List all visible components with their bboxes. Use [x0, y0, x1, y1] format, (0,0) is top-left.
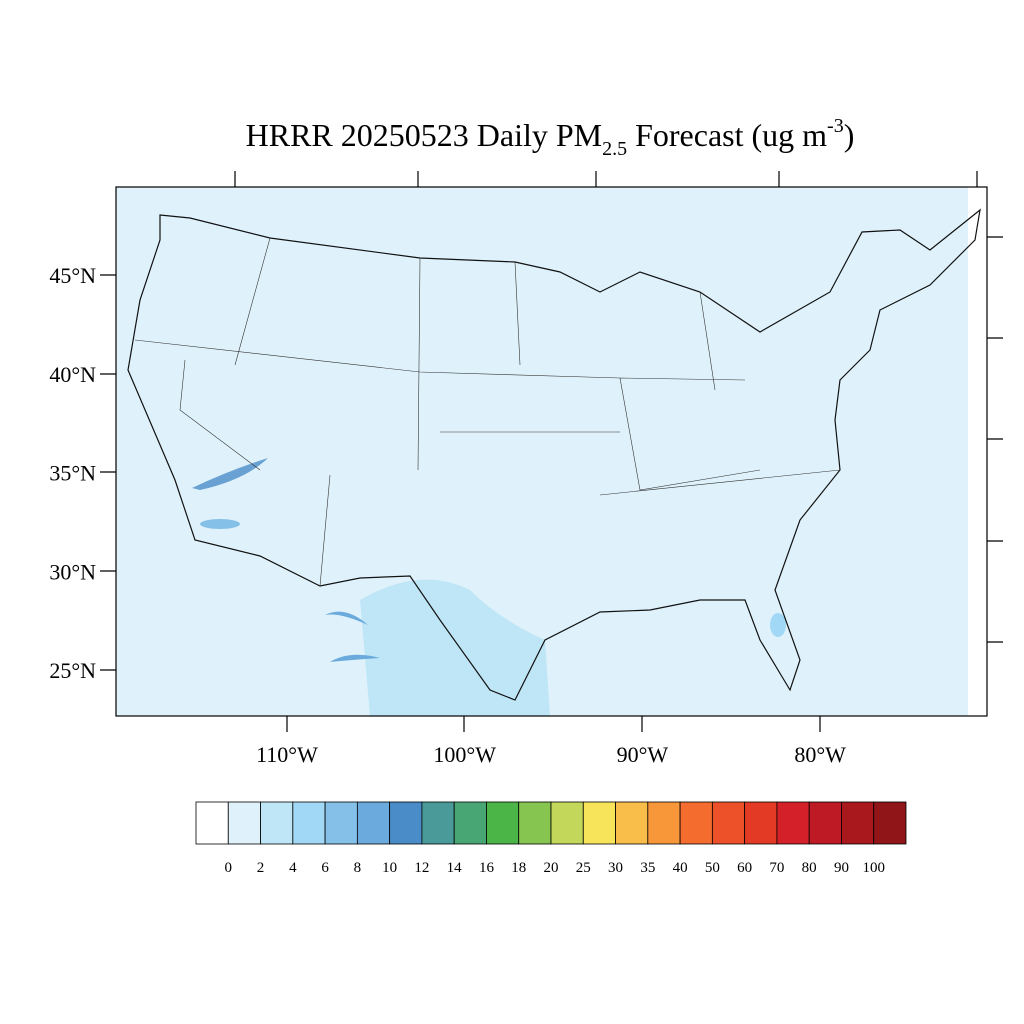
title-mid: Forecast (ug m — [627, 117, 827, 153]
colorbar-box — [453, 801, 487, 845]
colorbar-box — [776, 801, 810, 845]
lon-label: 110°W — [256, 742, 318, 767]
title-sub: 2.5 — [602, 138, 627, 160]
colorbar-box — [356, 801, 391, 845]
state-borders — [134, 237, 841, 587]
colorbar-box — [744, 801, 778, 845]
colorbar-box — [841, 801, 875, 845]
colorbar-box — [550, 801, 584, 845]
colorbar-box — [292, 801, 326, 845]
title-end: ) — [844, 117, 855, 153]
map — [100, 171, 1003, 732]
colorbar-label: 6 — [321, 860, 329, 876]
plume — [770, 613, 786, 637]
colorbar-label: 80 — [802, 860, 817, 876]
colorbar-box — [615, 801, 649, 845]
colorbar-label: 100 — [862, 860, 885, 876]
title: HRRR 20250523 Daily PM2.5 Forecast (ug m… — [246, 115, 855, 160]
lon-label: 100°W — [433, 742, 496, 767]
map-frame — [115, 186, 988, 717]
colorbar-label: 20 — [544, 860, 559, 876]
plume — [192, 458, 268, 490]
colorbar-label: 70 — [769, 860, 784, 876]
map-background — [116, 187, 987, 716]
colorbar-box — [389, 801, 423, 845]
colorbar-box — [679, 801, 713, 845]
colorbar-label: 35 — [640, 860, 655, 876]
colorbar-label: 4 — [289, 860, 297, 876]
plume — [325, 611, 380, 662]
ticks — [100, 171, 1003, 732]
title-sup: -3 — [827, 115, 844, 137]
colorbar-box — [582, 801, 616, 845]
lat-label: 40°N — [49, 362, 96, 387]
colorbar-box — [518, 801, 552, 845]
colorbar-label: 10 — [382, 860, 397, 876]
colorbar-label: 30 — [608, 860, 623, 876]
colorbar-label: 18 — [511, 860, 526, 876]
colorbar-box — [260, 801, 294, 845]
haze-region — [360, 579, 550, 716]
colorbar-box — [324, 801, 358, 845]
colorbar-box — [873, 801, 907, 845]
colorbar-label: 60 — [737, 860, 752, 876]
colorbar-box — [195, 801, 229, 845]
colorbar-label: 8 — [354, 860, 362, 876]
lat-label: 45°N — [49, 263, 96, 288]
lat-label: 30°N — [49, 559, 96, 584]
colorbar-box — [808, 801, 842, 845]
colorbar-label: 12 — [414, 860, 429, 876]
colorbar-label: 90 — [834, 860, 849, 876]
colorbar: 0 2 4 6 8 10 12 14 16 18 20 25 30 35 40 50 60 70 80 90 100 — [195, 801, 907, 876]
colorbar-box — [421, 801, 455, 845]
colorbar-label: 0 — [225, 860, 233, 876]
lat-label: 35°N — [49, 461, 96, 486]
colorbar-box — [486, 801, 520, 845]
colorbar-label: 2 — [257, 860, 265, 876]
colorbar-label: 14 — [447, 860, 463, 876]
colorbar-label: 40 — [673, 860, 688, 876]
colorbar-label: 16 — [479, 860, 495, 876]
colorbar-box — [647, 801, 681, 845]
lat-label: 25°N — [49, 658, 96, 683]
lon-label: 90°W — [617, 742, 669, 767]
colorbar-box — [227, 801, 261, 845]
map-edge — [968, 187, 987, 716]
colorbar-label: 50 — [705, 860, 720, 876]
colorbar-box — [711, 801, 746, 845]
lon-label: 80°W — [794, 742, 846, 767]
plume — [200, 519, 240, 529]
colorbar-label: 25 — [576, 860, 591, 876]
coastline — [127, 208, 981, 701]
title-main: HRRR 20250523 Daily PM — [246, 117, 602, 153]
